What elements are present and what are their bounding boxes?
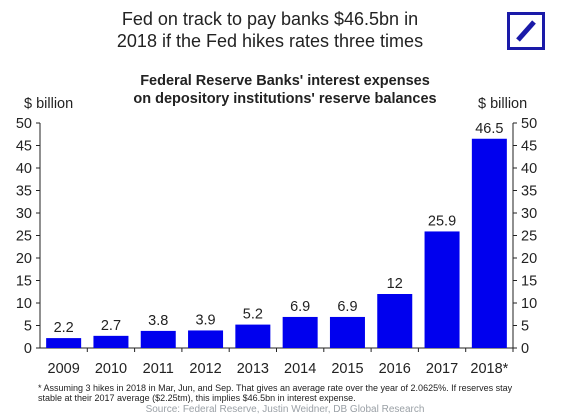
- x-tick-label: 2014: [284, 361, 316, 377]
- y-tick-label-right: 35: [521, 184, 537, 200]
- y-tick-label-left: 25: [16, 229, 32, 245]
- source-note: Source: Federal Reserve, Justin Weidner,…: [145, 404, 425, 415]
- chart-title-line-1: Federal Reserve Banks' interest expenses: [140, 73, 430, 89]
- bar-value-label: 12: [387, 276, 403, 292]
- y-tick-label-right: 50: [521, 116, 537, 132]
- bar: [235, 324, 271, 348]
- bar: [329, 316, 365, 348]
- y-tick-label-left: 40: [16, 161, 32, 177]
- chart-title: Federal Reserve Banks' interest expenses…: [90, 72, 480, 108]
- y-tick-label-left: 45: [16, 139, 32, 155]
- y-tick-label-left: 5: [24, 319, 32, 335]
- headline: Fed on track to pay banks $46.5bn in 201…: [60, 8, 480, 52]
- y-tick-label-right: 0: [521, 341, 529, 357]
- x-tick-label: 2013: [237, 361, 269, 377]
- chart-title-line-2: on depository institutions' reserve bala…: [133, 91, 437, 107]
- bar-value-label: 6.9: [290, 299, 310, 315]
- bar: [282, 316, 318, 348]
- bar: [424, 231, 460, 348]
- deutsche-bank-logo: [507, 12, 545, 50]
- bar: [188, 330, 224, 348]
- y-tick-label-left: 30: [16, 206, 32, 222]
- x-tick-label: 2017: [426, 361, 458, 377]
- y-axis-unit-right: $ billion: [478, 96, 528, 112]
- bar-value-label: 25.9: [428, 213, 456, 229]
- y-tick-label-right: 15: [521, 274, 537, 290]
- y-tick-label-left: 50: [16, 116, 32, 132]
- x-tick-label: 2016: [379, 361, 411, 377]
- y-tick-label-right: 20: [521, 251, 537, 267]
- bar-value-label: 2.7: [101, 318, 121, 334]
- bar-value-label: 3.9: [195, 312, 215, 328]
- bar: [46, 338, 82, 348]
- y-tick-label-right: 30: [521, 206, 537, 222]
- x-tick-label: 2010: [95, 361, 127, 377]
- bar-value-label: 3.8: [148, 313, 168, 329]
- y-tick-label-right: 10: [521, 296, 537, 312]
- headline-line-1: Fed on track to pay banks $46.5bn in: [121, 9, 419, 29]
- bar-value-label: 2.2: [54, 320, 74, 336]
- x-tick-label: 2018*: [470, 361, 508, 377]
- x-tick-label: 2015: [331, 361, 363, 377]
- x-tick-label: 2011: [143, 361, 174, 377]
- footnote: * Assuming 3 hikes in 2018 in Mar, Jun, …: [38, 383, 558, 403]
- x-tick-label: 2009: [48, 361, 80, 377]
- bar-value-label: 6.9: [337, 299, 357, 315]
- y-axis-unit-left: $ billion: [24, 96, 74, 112]
- bar-value-label: 46.5: [475, 121, 503, 137]
- y-tick-label-right: 5: [521, 319, 529, 335]
- bar: [140, 330, 176, 348]
- y-tick-label-left: 20: [16, 251, 32, 267]
- x-tick-label: 2012: [189, 361, 221, 377]
- footnote-line-1: * Assuming 3 hikes in 2018 in Mar, Jun, …: [38, 383, 513, 393]
- bar-value-label: 5.2: [243, 307, 263, 323]
- y-tick-label-left: 0: [24, 341, 32, 357]
- bar: [377, 294, 413, 348]
- bar: [93, 335, 129, 348]
- y-tick-label-right: 25: [521, 229, 537, 245]
- headline-line-2: 2018 if the Fed hikes rates three times: [116, 31, 424, 51]
- bar: [471, 138, 507, 348]
- y-tick-label-right: 45: [521, 139, 537, 155]
- y-tick-label-left: 35: [16, 184, 32, 200]
- footnote-line-2: stable at their 2017 average ($2.25tm), …: [38, 393, 356, 403]
- y-tick-label-left: 15: [16, 274, 32, 290]
- y-tick-label-left: 10: [16, 296, 32, 312]
- y-tick-label-right: 40: [521, 161, 537, 177]
